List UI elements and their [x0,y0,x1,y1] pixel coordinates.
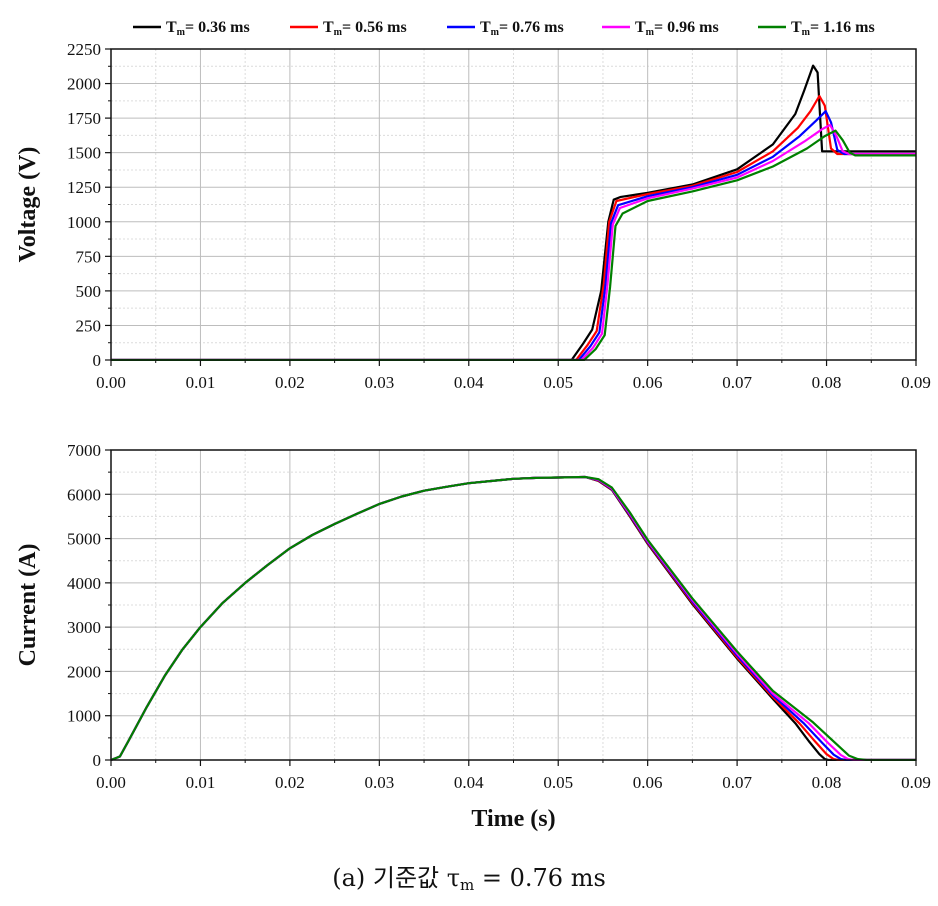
y-axis-label: Voltage (V) [15,147,41,263]
y-tick-label: 1500 [67,144,101,163]
x-tick-label: 0.07 [722,773,752,792]
y-tick-label: 2250 [67,40,101,59]
legend-label: Tm= 0.36 ms [166,19,250,38]
y-tick-label: 2000 [67,662,101,681]
x-tick-label: 0.01 [186,373,216,392]
x-tick-label: 0.08 [812,773,842,792]
x-tick-label: 0.01 [186,773,216,792]
y-tick-label: 750 [76,247,102,266]
y-tick-label: 2000 [67,75,101,94]
series-line-voltage-1 [111,64,916,361]
figure: Tm= 0.36 ms Tm= 0.56 ms Tm= 0.76 ms Tm= 0.9… [15,19,931,832]
legend-label: Tm= 0.96 ms [635,19,719,38]
series-line-voltage-5 [111,129,916,361]
x-tick-label: 0.08 [812,373,842,392]
x-tick-label: 0.02 [275,373,305,392]
x-tick-label: 0.06 [633,773,663,792]
x-tick-label: 0.00 [96,773,126,792]
current-plot: 0.00 0.01 0.02 0.03 0.04 0.05 0.06 0.07 0.08 0.09… [15,441,931,832]
legend-label: Tm= 0.56 ms [323,19,407,38]
y-tick-label: 1750 [67,109,101,128]
x-tick-label: 0.09 [901,773,931,792]
legend: Tm= 0.36 ms Tm= 0.56 ms Tm= 0.76 ms Tm= 0.9… [133,19,875,38]
x-tick-label: 0.05 [543,773,573,792]
y-axis-label: Current (A) [15,544,41,667]
y-tick-label: 3000 [67,618,101,637]
y-tick-label: 6000 [67,485,101,504]
x-tick-label: 0.04 [454,373,484,392]
y-tick-label: 5000 [67,530,101,549]
y-tick-label: 1250 [67,178,101,197]
y-tick-label: 0 [93,351,102,370]
voltage-plot: 0.00 0.01 0.02 0.03 0.04 0.05 0.06 0.07 0.08 0.09… [15,40,931,392]
x-tick-label: 0.07 [722,373,752,392]
x-tick-label: 0.04 [454,773,484,792]
legend-label: Tm= 1.16 ms [791,19,875,38]
x-tick-label: 0.00 [96,373,126,392]
x-tick-label: 0.05 [543,373,573,392]
legend-label: Tm= 0.76 ms [480,19,564,38]
y-tick-label: 4000 [67,574,101,593]
x-tick-label: 0.03 [364,773,394,792]
x-tick-label: 0.09 [901,373,931,392]
y-tick-label: 0 [93,751,102,770]
series-line-voltage-4 [111,123,916,361]
figure-caption: (a) 기준값 τm = 0.76 ms [332,864,606,894]
y-tick-label: 1000 [67,213,101,232]
y-tick-label: 1000 [67,707,101,726]
series-line-current-5 [111,475,916,761]
x-axis-label: Time (s) [471,806,555,832]
y-tick-label: 7000 [67,441,101,460]
y-tick-label: 250 [76,316,102,335]
x-tick-label: 0.02 [275,773,305,792]
x-tick-label: 0.06 [633,373,663,392]
x-tick-label: 0.03 [364,373,394,392]
y-tick-label: 500 [76,282,102,301]
